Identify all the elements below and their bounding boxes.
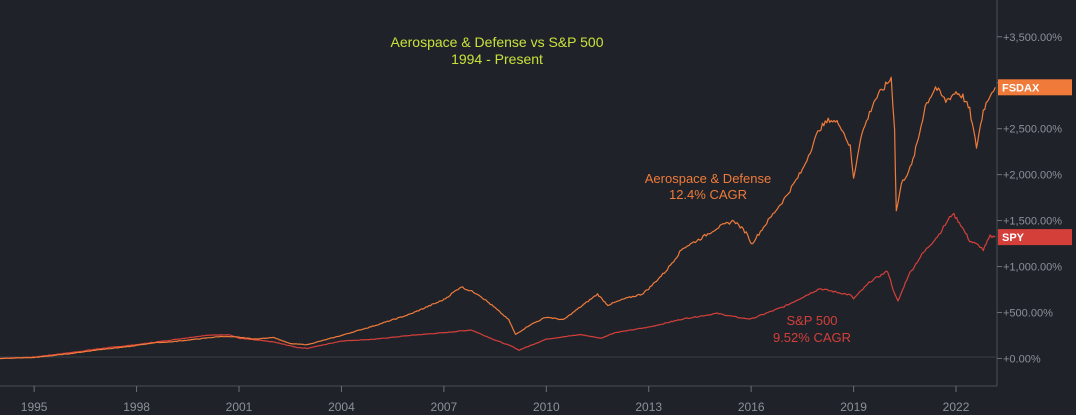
y-tick-label: +3,500.00%	[1003, 32, 1062, 44]
series-line-fsdax	[0, 76, 996, 360]
series-line-spy	[0, 212, 996, 360]
series-tag-label: SPY	[1002, 232, 1025, 244]
x-ticks-layer: 1995 1998 2001 2004 2007 2010 2013 2016 2019 2022	[21, 386, 970, 414]
series-tag-label: FSDAX	[1002, 82, 1040, 94]
axes-layer	[0, 0, 998, 387]
spy-annotation-line1: S&P 500	[786, 313, 837, 328]
y-tick-label: +2,500.00%	[1003, 124, 1062, 136]
spy-annotation-line2: 9.52% CAGR	[773, 330, 851, 345]
x-tick-label: 2007	[431, 400, 458, 414]
x-tick-label: 1998	[123, 400, 150, 414]
series-tag-spy	[998, 229, 1072, 246]
y-tick-label: +2,000.00%	[1003, 170, 1062, 182]
x-tick-label: 2013	[635, 400, 662, 414]
fsdax-annotation-line2: 12.4% CAGR	[669, 187, 747, 202]
x-tick-label: 2016	[738, 400, 765, 414]
x-tick-label: 2022	[943, 400, 970, 414]
x-tick-label: 2001	[226, 400, 253, 414]
x-tick-label: 2010	[533, 400, 560, 414]
series-tags-layer: SPY FSDAX	[998, 79, 1072, 246]
chart-subtitle: 1994 - Present	[451, 51, 543, 67]
y-tick-label: +0.00%	[1003, 353, 1041, 365]
fsdax-annotation-line1: Aerospace & Defense	[645, 171, 771, 186]
series-tag-fsdax	[998, 79, 1072, 96]
y-tick-label: +500.00%	[1003, 307, 1053, 319]
y-tick-label: +1,000.00%	[1003, 262, 1062, 274]
x-tick-label: 1995	[21, 400, 48, 414]
y-ticks-layer: +0.00% +500.00% +1,000.00% +1,500.00% +2,000…	[997, 32, 1062, 365]
x-tick-label: 2004	[328, 400, 355, 414]
x-tick-label: 2019	[840, 400, 867, 414]
y-tick-label: +1,500.00%	[1003, 216, 1062, 228]
series-layer	[0, 76, 996, 360]
chart-title: Aerospace & Defense vs S&P 500	[391, 34, 604, 50]
